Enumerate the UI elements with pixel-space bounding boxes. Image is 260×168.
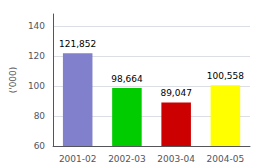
svg-text:60: 60 (34, 141, 46, 151)
svg-text:2001-02: 2001-02 (59, 154, 97, 164)
svg-text:2003-04: 2003-04 (157, 154, 195, 164)
svg-text:120: 120 (28, 51, 45, 61)
svg-text:2002-03: 2002-03 (108, 154, 146, 164)
svg-text:121,852: 121,852 (59, 39, 96, 49)
svg-text:140: 140 (28, 21, 45, 31)
svg-text:('000): ('000) (8, 67, 18, 94)
svg-text:98,664: 98,664 (111, 74, 143, 84)
svg-text:100,558: 100,558 (207, 71, 244, 81)
svg-text:2004-05: 2004-05 (207, 154, 245, 164)
svg-text:80: 80 (34, 111, 46, 121)
svg-text:89,047: 89,047 (160, 88, 192, 98)
svg-text:100: 100 (28, 81, 45, 91)
